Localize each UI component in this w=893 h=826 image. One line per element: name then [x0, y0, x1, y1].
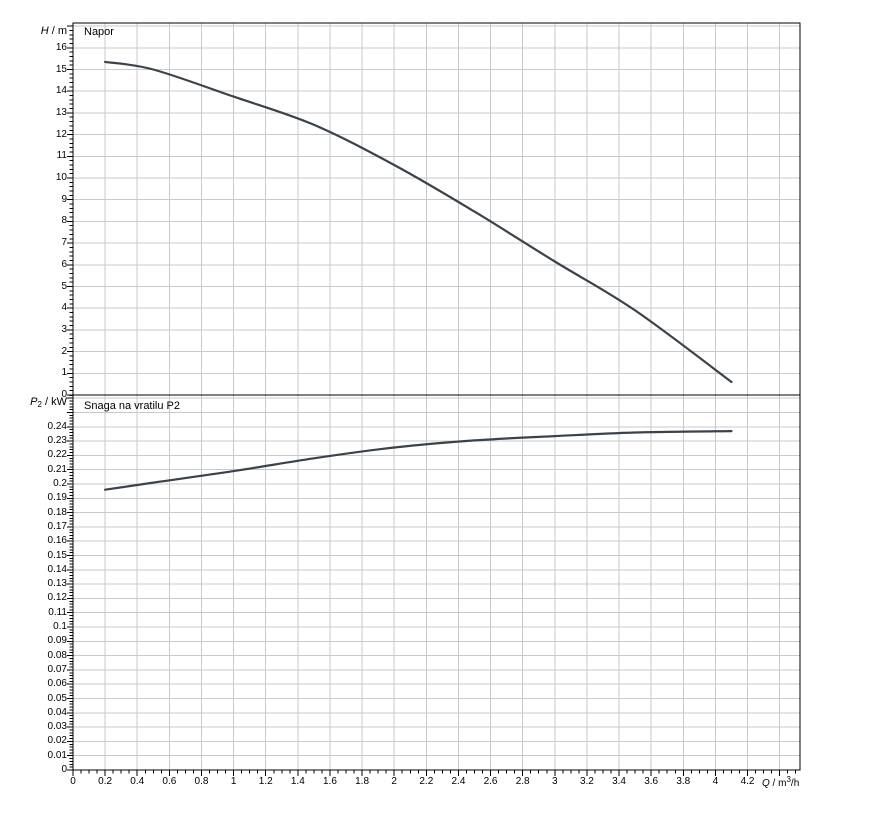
- head-curve: [104, 60, 733, 384]
- power-y-tick-label: 0.24: [47, 420, 67, 432]
- h-symbol: H: [40, 25, 49, 37]
- x-tick-label: 1.6: [323, 776, 337, 787]
- power-y-tick-label: 0.14: [47, 563, 67, 575]
- power-y-tick-label: 0.08: [47, 649, 67, 661]
- x-tick-label: 2.2: [419, 776, 434, 787]
- power-y-tick-label: 0.03: [47, 721, 67, 733]
- q-unit-sup: 3: [786, 775, 791, 784]
- x-tick-label: 0: [70, 776, 76, 787]
- power-y-tick-label: 0.15: [47, 549, 67, 561]
- power-y-tick-label: 0.16: [47, 535, 67, 547]
- head-y-tick-label: 5: [61, 280, 67, 292]
- power-y-tick-label: 0.17: [47, 520, 67, 532]
- x-tick-label: 3.8: [676, 776, 691, 787]
- x-tick-label: 1.2: [258, 776, 273, 787]
- power-y-tick-label: 0.1: [53, 621, 67, 632]
- x-tick-label: 3.4: [612, 776, 626, 787]
- q-unit: m: [778, 778, 787, 789]
- power-y-tick-label: 0.23: [47, 435, 67, 447]
- x-tick-label: 2: [391, 776, 397, 787]
- x-tick-label: 4: [712, 776, 719, 787]
- y-axis-label-power: P2 / kW: [17, 396, 67, 409]
- x-tick-label: 2.6: [483, 776, 498, 787]
- head-y-tick-label: 12: [55, 128, 67, 140]
- power-y-tick-label: 0.02: [47, 735, 67, 747]
- head-y-tick-label: 2: [61, 345, 67, 357]
- power-y-tick-label: 0.06: [47, 678, 67, 690]
- x-tick-label: 1.4: [290, 776, 305, 787]
- head-y-tick-label: 9: [61, 193, 67, 205]
- power-y-tick-label: 0.05: [47, 692, 67, 704]
- x-axis-label: Q / m3/h: [762, 775, 799, 789]
- head-y-tick-label: 13: [55, 106, 67, 118]
- x-tick-label: 0.4: [130, 776, 145, 787]
- power-y-tick-label: 0.01: [47, 749, 67, 761]
- chart-title-snaga: Snaga na vratilu P2: [84, 400, 181, 412]
- head-y-tick-label: 15: [55, 63, 67, 75]
- power-y-tick-label: 0.22: [47, 449, 67, 461]
- head-y-tick-label: 3: [61, 323, 67, 335]
- power-y-tick-label: 0.13: [47, 578, 67, 590]
- head-y-tick-label: 0: [61, 389, 67, 400]
- head-y-tick-label: 4: [61, 302, 67, 314]
- x-tick-label: 3.6: [644, 776, 659, 787]
- power-y-tick-label: 0.19: [47, 492, 67, 504]
- head-y-tick-label: 8: [61, 215, 67, 227]
- y-axis-label-head: H / m: [17, 25, 67, 37]
- power-y-tick-label: 0.2: [53, 478, 67, 489]
- h-separator: /: [48, 25, 58, 37]
- x-tick-label: 1: [230, 776, 237, 787]
- power-y-tick-label: 0.18: [47, 506, 67, 518]
- power-y-tick-label: 0: [61, 764, 67, 775]
- head-y-tick-label: 10: [55, 172, 67, 183]
- head-y-tick-label: 16: [55, 41, 67, 53]
- x-tick-label: 2.4: [451, 776, 466, 787]
- head-y-tick-label: 11: [56, 150, 67, 162]
- x-tick-label: 1.8: [355, 776, 370, 787]
- p-unit: kW: [51, 396, 67, 408]
- head-y-tick-label: 7: [61, 237, 67, 249]
- x-tick-label: 4.2: [740, 776, 755, 787]
- power-y-tick-label: 0.11: [48, 606, 67, 618]
- q-unit-suffix: /h: [790, 778, 800, 789]
- power-y-tick-label: 0.07: [47, 663, 67, 675]
- x-tick-label: 2.8: [515, 776, 530, 787]
- x-tick-label: 0.2: [98, 776, 113, 787]
- power-y-tick-label: 0.12: [47, 592, 67, 604]
- x-tick-label: 0.6: [162, 776, 177, 787]
- x-tick-label: 3: [552, 776, 558, 787]
- head-y-tick-label: 1: [61, 367, 67, 379]
- chart-title-napor: Napor: [84, 26, 114, 38]
- power-y-tick-label: 0.04: [47, 706, 67, 718]
- p-symbol: P: [30, 396, 38, 408]
- q-separator: /: [769, 778, 779, 789]
- power-y-tick-label: 0.21: [47, 463, 67, 475]
- power-curve: [104, 430, 733, 491]
- head-y-tick-label: 6: [61, 258, 67, 270]
- h-unit: m: [57, 25, 67, 37]
- q-symbol: Q: [762, 778, 770, 789]
- head-y-tick-label: 14: [55, 85, 67, 97]
- x-tick-label: 0.8: [194, 776, 209, 787]
- power-y-tick-label: 0.09: [47, 635, 67, 647]
- p-separator: /: [41, 396, 52, 408]
- p-subscript: 2: [37, 400, 42, 409]
- x-tick-label: 3.2: [579, 776, 594, 787]
